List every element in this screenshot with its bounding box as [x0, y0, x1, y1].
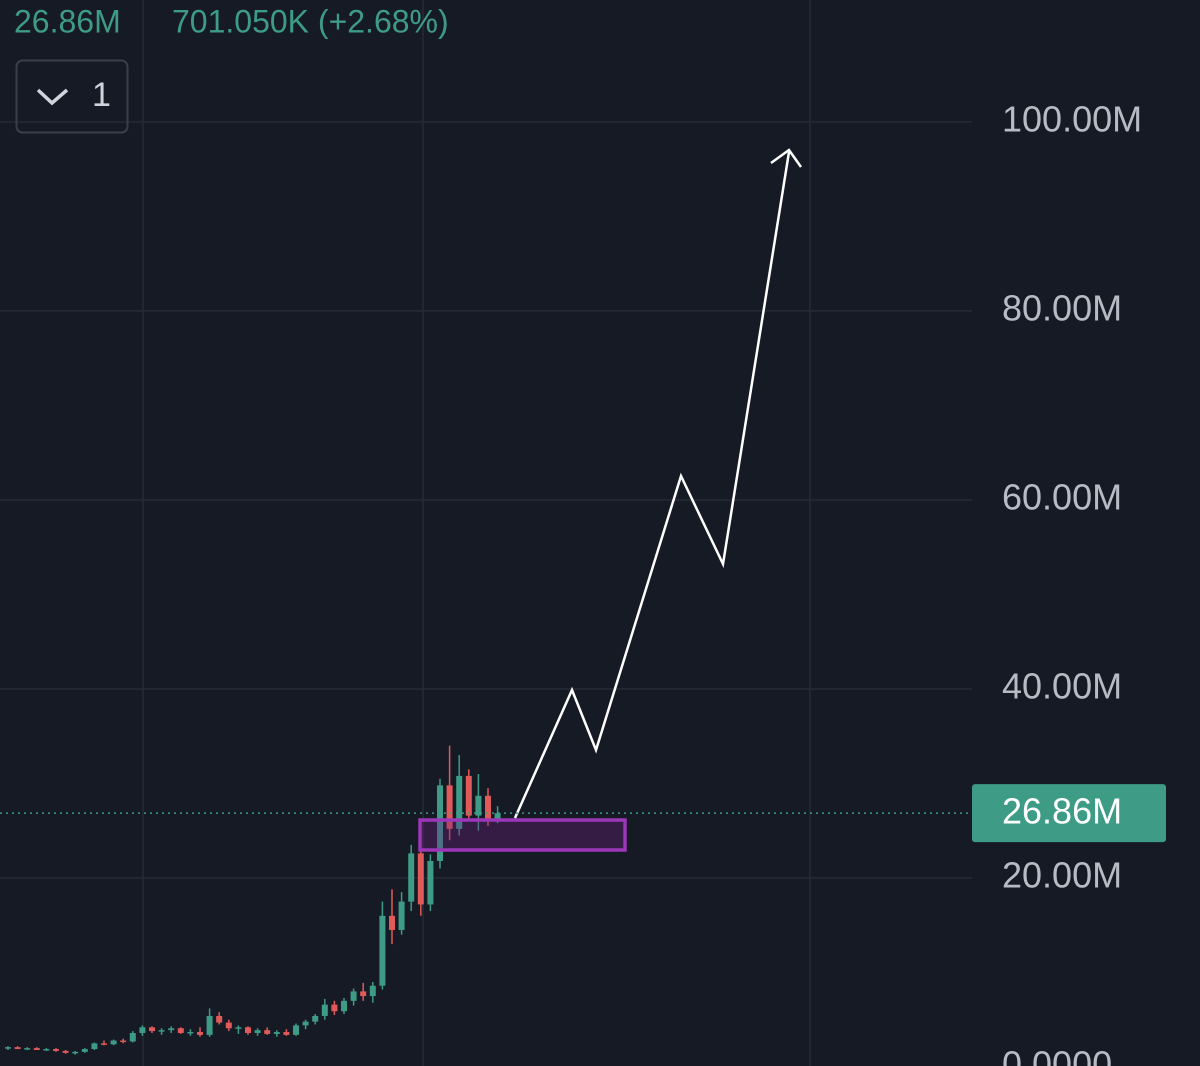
candle-body — [360, 991, 367, 997]
candles — [5, 745, 501, 1055]
candle-body — [129, 1032, 136, 1042]
candle-body — [168, 1028, 175, 1031]
candle-body — [321, 1004, 328, 1016]
candle-body — [216, 1015, 223, 1023]
y-tick-label: 100.00M — [1002, 98, 1142, 139]
candle-body — [62, 1050, 69, 1053]
candle-body — [437, 785, 443, 861]
candle-body — [245, 1027, 251, 1033]
candle-body — [187, 1032, 194, 1034]
candle-body — [139, 1027, 146, 1033]
y-tick-label: 0.0000 — [1002, 1044, 1112, 1066]
candle-body — [273, 1032, 280, 1034]
candle-body — [427, 860, 434, 905]
candle-body — [101, 1043, 107, 1045]
candle-body — [197, 1032, 203, 1035]
candle-body — [225, 1022, 232, 1029]
candle-body — [389, 915, 395, 930]
candle-body — [446, 785, 453, 829]
candle-body — [206, 1015, 213, 1035]
vertical-grid — [142, 0, 811, 1066]
candle-body — [408, 853, 415, 902]
candle-body — [465, 775, 472, 816]
arrow-head — [770, 148, 803, 168]
candle-body — [33, 1048, 40, 1050]
candle-body — [398, 901, 405, 930]
candle-body — [177, 1028, 184, 1033]
candle-body — [485, 795, 491, 820]
candle-body — [417, 853, 424, 905]
candle-body — [341, 1000, 347, 1012]
price-axis: 0.0000 20.00M 40.00M 60.00M 80.00M 100.00M — [1002, 98, 1142, 1066]
candle-body — [14, 1047, 21, 1050]
candle-body — [254, 1030, 261, 1033]
last-price-label: 26.86M — [1002, 791, 1122, 832]
candle-body — [264, 1030, 271, 1034]
candle-body — [149, 1027, 155, 1032]
candle-body — [43, 1049, 50, 1051]
y-tick-label: 60.00M — [1002, 476, 1122, 517]
y-tick-label: 20.00M — [1002, 854, 1122, 895]
candle-body — [120, 1040, 127, 1043]
candle-body — [24, 1048, 31, 1050]
candle-body — [53, 1049, 59, 1051]
candle-body — [350, 991, 357, 1001]
candle-body — [158, 1030, 165, 1032]
candle-body — [302, 1021, 309, 1026]
candle-body — [283, 1032, 290, 1035]
last-price-box — [972, 784, 1166, 843]
candle-body — [110, 1040, 117, 1045]
candle-body — [456, 775, 463, 829]
y-tick-label: 40.00M — [1002, 665, 1122, 706]
candle-body — [379, 915, 386, 986]
candle-body — [331, 1004, 338, 1012]
candle-body — [5, 1047, 11, 1049]
candle-body — [293, 1025, 299, 1035]
zone-box — [418, 818, 627, 852]
y-tick-label: 80.00M — [1002, 287, 1122, 328]
grid — [0, 121, 972, 879]
candle-body — [72, 1051, 79, 1054]
header-price: 26.86M — [14, 3, 121, 39]
toggle-count: 1 — [92, 76, 111, 114]
legend-toggle[interactable] — [15, 59, 129, 134]
candle-body — [81, 1049, 88, 1052]
candle-body — [235, 1027, 242, 1029]
chevron-icon — [36, 88, 69, 106]
candle-body — [494, 813, 501, 820]
candle-body — [91, 1043, 98, 1050]
header-change: 701.050K (+2.68%) — [172, 3, 449, 39]
candle-body — [475, 795, 482, 816]
candle-body — [312, 1015, 319, 1022]
projection-arrow — [513, 151, 791, 819]
candle-body — [369, 985, 376, 997]
